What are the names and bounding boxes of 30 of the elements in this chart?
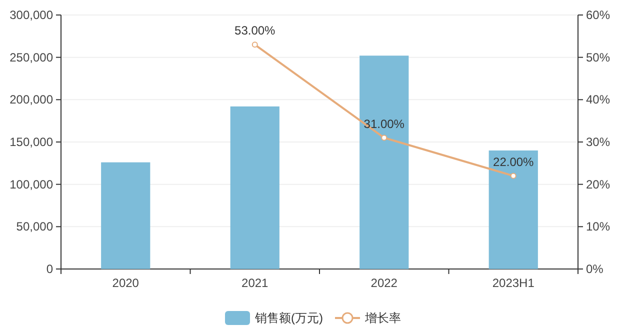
y-tick-label: 150,000 xyxy=(10,135,54,149)
y-tick-label: 200,000 xyxy=(10,92,54,107)
point xyxy=(252,42,258,48)
bar xyxy=(101,162,150,269)
y-tick-label: 250,000 xyxy=(10,50,54,64)
y-tick-label: 300,000 xyxy=(10,8,54,22)
y-tick-label: 50,000 xyxy=(16,220,54,234)
data-label: 31.00% xyxy=(364,116,405,131)
point xyxy=(381,134,388,141)
point xyxy=(510,172,516,179)
x-tick-label: 2021 xyxy=(242,276,269,290)
y2-tick-label: 60% xyxy=(586,8,610,22)
x-tick-label: 2023H1 xyxy=(492,276,535,290)
bar xyxy=(230,106,280,269)
bar xyxy=(488,150,538,269)
y2-tick-label: 20% xyxy=(586,177,610,192)
y2-tick-label: 50% xyxy=(586,50,610,64)
bar xyxy=(360,56,409,269)
x-tick-label: 2020 xyxy=(112,276,140,290)
y-tick-label: 0 xyxy=(46,262,54,276)
y2-tick-label: 10% xyxy=(586,220,610,234)
legend-label: 销售额(万元) xyxy=(254,311,323,325)
legend-label: 增长率 xyxy=(364,311,401,325)
y2-tick-label: 40% xyxy=(586,92,610,107)
data-label: 53.00% xyxy=(234,24,276,38)
y2-tick-label: 0% xyxy=(586,262,604,276)
data-label: 22.00% xyxy=(493,154,534,169)
x-tick-label: 2022 xyxy=(370,276,398,290)
y-tick-label: 100,000 xyxy=(10,177,54,192)
y2-tick-label: 30% xyxy=(586,135,610,149)
